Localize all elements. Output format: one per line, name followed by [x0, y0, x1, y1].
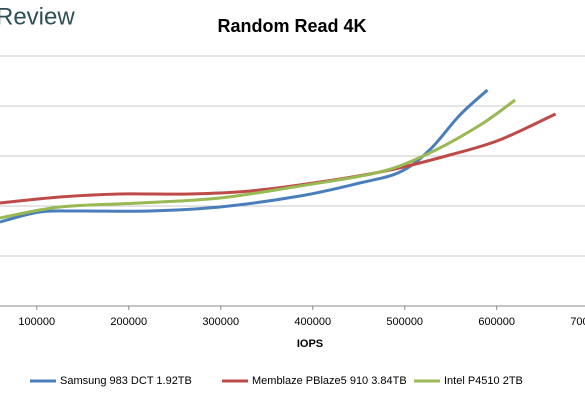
x-tick-label: 400000 [294, 316, 331, 328]
x-tick-label: 700000 [570, 316, 585, 328]
legend-label: Intel P4510 2TB [444, 375, 523, 387]
x-axis-label: IOPS [297, 338, 323, 350]
legend-label: Memblaze PBlaze5 910 3.84TB [252, 375, 407, 387]
brand: Review [0, 3, 75, 30]
x-tick-label: 200000 [110, 316, 147, 328]
x-tick-label: 100000 [18, 316, 55, 328]
chart-title: Random Read 4K [217, 16, 366, 36]
legend-label: Samsung 983 DCT 1.92TB [60, 375, 192, 387]
x-tick-label: 500000 [386, 316, 423, 328]
x-tick-label: 600000 [478, 316, 515, 328]
x-tick-label: 300000 [202, 316, 239, 328]
line [0, 88, 489, 224]
line [0, 98, 516, 220]
